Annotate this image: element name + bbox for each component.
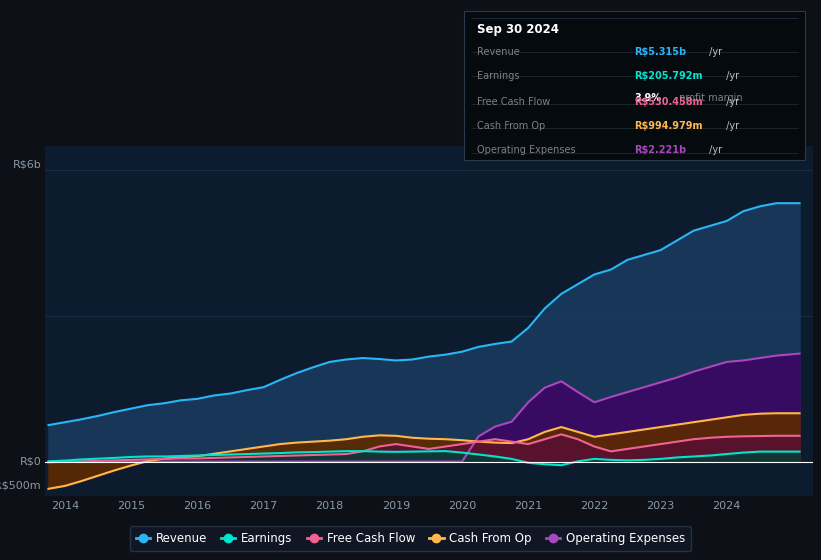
Text: Earnings: Earnings: [478, 71, 520, 81]
Text: /yr: /yr: [706, 47, 722, 57]
Text: -R$500m: -R$500m: [0, 481, 41, 491]
Text: Cash From Op: Cash From Op: [478, 121, 546, 131]
Text: R$530.458m: R$530.458m: [635, 97, 703, 108]
Text: Sep 30 2024: Sep 30 2024: [478, 22, 559, 35]
Text: /yr: /yr: [706, 145, 722, 155]
Text: /yr: /yr: [722, 71, 739, 81]
Text: /yr: /yr: [722, 97, 739, 108]
Legend: Revenue, Earnings, Free Cash Flow, Cash From Op, Operating Expenses: Revenue, Earnings, Free Cash Flow, Cash …: [130, 526, 691, 551]
Text: profit margin: profit margin: [676, 93, 742, 103]
Text: R$205.792m: R$205.792m: [635, 71, 703, 81]
Text: Free Cash Flow: Free Cash Flow: [478, 97, 551, 108]
Text: R$0: R$0: [20, 456, 41, 466]
Text: R$5.315b: R$5.315b: [635, 47, 686, 57]
Text: 3.9%: 3.9%: [635, 93, 661, 103]
Text: R$994.979m: R$994.979m: [635, 121, 703, 131]
Text: Operating Expenses: Operating Expenses: [478, 145, 576, 155]
Text: Revenue: Revenue: [478, 47, 521, 57]
Text: /yr: /yr: [722, 121, 739, 131]
Text: R$2.221b: R$2.221b: [635, 145, 686, 155]
Text: R$6b: R$6b: [12, 160, 41, 170]
